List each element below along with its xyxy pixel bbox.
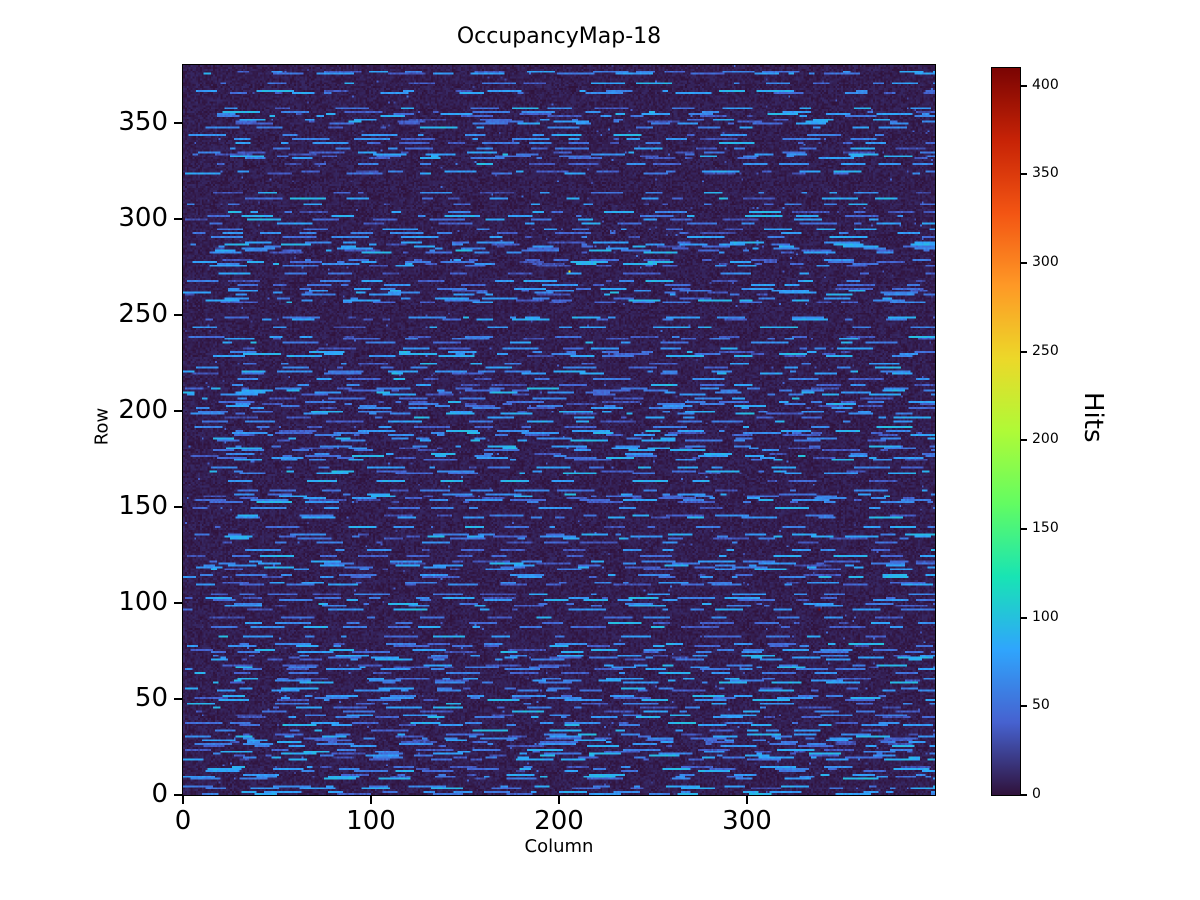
colorbar-tick-label: 400 [1032,76,1059,93]
colorbar-tick-mark [1021,84,1027,87]
y-tick-label: 300 [118,202,168,233]
x-tick-mark [558,796,560,804]
y-tick-mark [174,217,182,220]
y-tick-label: 250 [118,298,168,329]
x-axis-label: Column [524,836,594,857]
y-tick-label: 100 [118,586,168,617]
y-tick-mark [174,505,182,508]
x-tick-label: 300 [722,806,772,836]
x-tick-label: 100 [346,806,396,836]
colorbar-tick-mark [1021,528,1027,531]
colorbar-tick-mark [1021,262,1027,265]
colorbar-tick-mark [1021,350,1027,353]
x-tick-label: 0 [174,806,192,836]
colorbar [991,67,1021,796]
colorbar-tick-mark [1021,439,1027,442]
colorbar-label: Hits [1078,392,1108,443]
y-tick-mark [174,313,182,316]
colorbar-tick-mark [1021,616,1027,619]
heatmap-canvas [183,65,935,795]
y-tick-label: 350 [118,106,168,137]
colorbar-tick-label: 100 [1032,608,1059,625]
x-tick-mark [182,796,184,804]
colorbar-tick-label: 300 [1032,254,1059,271]
y-tick-mark [174,409,182,412]
colorbar-tick-mark [1021,794,1027,796]
y-tick-label: 0 [151,779,168,809]
x-tick-mark [746,796,748,804]
colorbar-tick-label: 200 [1032,431,1059,448]
colorbar-tick-label: 350 [1032,165,1059,182]
y-tick-mark [174,601,182,604]
y-tick-mark [174,121,182,124]
colorbar-tick-label: 50 [1032,697,1050,714]
colorbar-tick-label: 0 [1032,786,1041,802]
colorbar-tick-label: 250 [1032,342,1059,359]
x-tick-mark [370,796,372,804]
colorbar-tick-mark [1021,705,1027,708]
colorbar-tick-mark [1021,173,1027,176]
y-tick-label: 200 [118,394,168,425]
y-tick-label: 150 [118,490,168,521]
plot-area [182,64,936,796]
y-tick-label: 50 [134,682,168,713]
y-tick-mark [174,794,182,796]
chart-title: OccupancyMap-18 [456,24,662,49]
x-tick-label: 200 [534,806,584,836]
y-tick-mark [174,697,182,700]
colorbar-tick-label: 150 [1032,520,1059,537]
